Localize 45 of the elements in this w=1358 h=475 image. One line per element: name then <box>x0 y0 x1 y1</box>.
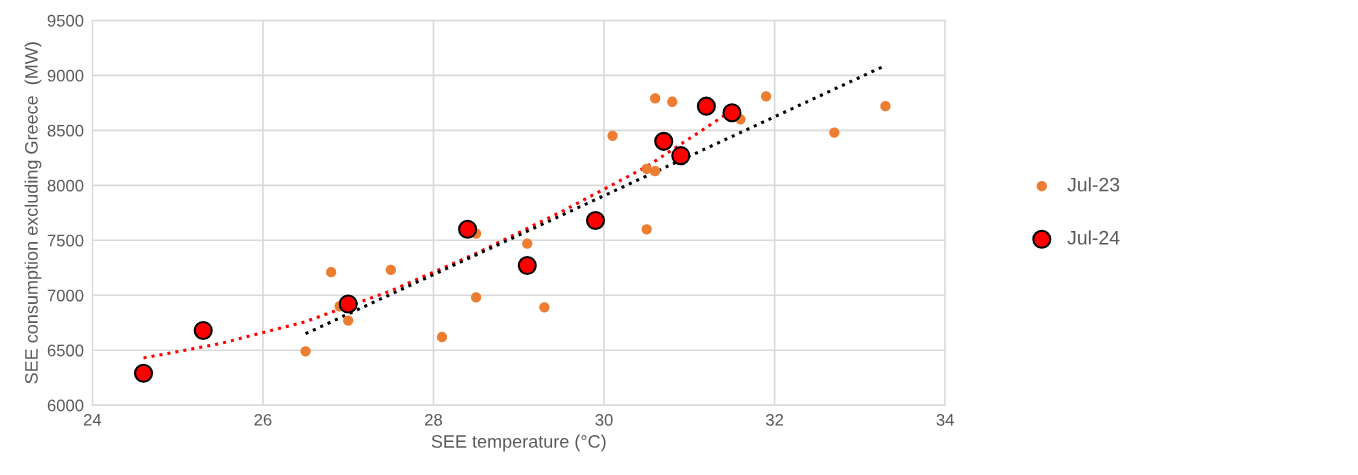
x-axis-title: SEE temperature (°C) <box>431 434 606 452</box>
point <box>671 146 691 166</box>
point <box>654 131 674 151</box>
point <box>880 101 891 112</box>
x-tick-label: 32 <box>765 413 784 426</box>
point <box>517 256 537 276</box>
point <box>722 103 742 123</box>
x-tick-label: 24 <box>83 413 102 426</box>
legend-label: Jul-23 <box>1067 177 1120 192</box>
point <box>760 91 772 102</box>
point <box>829 127 840 138</box>
point <box>522 238 533 249</box>
point <box>650 93 661 104</box>
point <box>133 363 154 383</box>
point <box>343 315 354 326</box>
point <box>641 163 652 174</box>
x-tick-label: 34 <box>936 413 954 426</box>
x-tick-label: 28 <box>425 413 443 426</box>
x-tick-label: 26 <box>254 413 272 426</box>
point <box>385 264 396 276</box>
point <box>667 96 678 107</box>
y-tick-label: 6000 <box>47 399 84 412</box>
x-tick-label: 30 <box>595 413 613 426</box>
y-axis-title: SEE consumption excluding Greece (MW) <box>24 42 42 384</box>
y-tick-label: 6500 <box>47 344 84 357</box>
point <box>436 331 448 343</box>
point <box>650 165 661 177</box>
point <box>585 210 606 231</box>
y-tick-label: 8000 <box>47 179 84 192</box>
point <box>458 219 478 239</box>
point <box>193 320 213 340</box>
point <box>470 292 482 303</box>
y-tick-label: 7000 <box>47 289 84 302</box>
point <box>641 224 652 235</box>
point <box>325 267 337 278</box>
y-tick-label: 7500 <box>47 234 84 247</box>
y-tick-label: 9000 <box>47 69 84 82</box>
point <box>607 130 618 141</box>
point <box>539 302 550 313</box>
point <box>300 346 311 357</box>
point <box>696 96 716 116</box>
y-tick-label: 8500 <box>47 124 84 137</box>
y-tick-label: 9500 <box>47 14 84 27</box>
legend-label: Jul-24 <box>1067 230 1120 245</box>
point <box>338 294 358 314</box>
